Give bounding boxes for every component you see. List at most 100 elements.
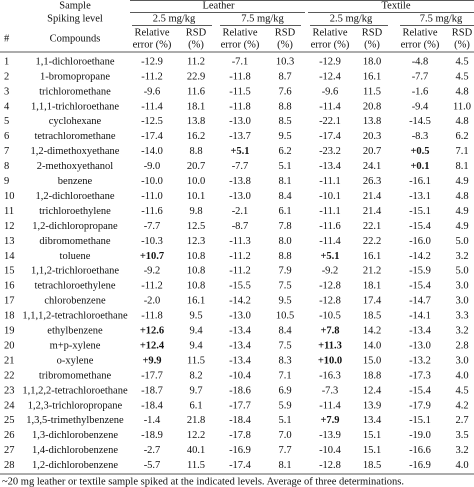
- cell: 21.4: [363, 206, 382, 217]
- compound: 1,1,2,2-tetrachloroethane: [22, 385, 128, 396]
- cell: -9.0: [144, 161, 161, 172]
- row-number: 10: [4, 191, 15, 202]
- cell: 8.5: [278, 116, 291, 127]
- cell: 22.9: [187, 71, 205, 82]
- cell: -17.8: [229, 430, 251, 441]
- compound: toluene: [60, 251, 91, 262]
- compound: 2-methoxyethanol: [37, 161, 113, 172]
- cell: -13.4: [319, 161, 342, 172]
- cell: -11.2: [229, 251, 250, 262]
- cell: 12.5: [187, 221, 205, 232]
- cell: 3.0: [455, 296, 468, 307]
- cell: 9.5: [278, 296, 291, 307]
- row-number: 4: [4, 101, 10, 112]
- cell: -13.4: [229, 340, 252, 351]
- cell: 5.1: [278, 161, 291, 172]
- cell: 9.4: [189, 340, 203, 351]
- group-label: Leather: [202, 0, 235, 11]
- row-number: 27: [4, 445, 15, 456]
- metric-label: (%): [364, 39, 380, 50]
- compound: 1,4-dichlorobenzene: [32, 445, 118, 456]
- cell: 20.3: [363, 131, 381, 142]
- metric-label: RSD: [275, 27, 296, 38]
- cell: 13.8: [363, 116, 381, 127]
- cell: +10.7: [140, 251, 164, 262]
- cell: -11.8: [141, 311, 162, 322]
- metric-label: Relative: [313, 27, 348, 38]
- cell: 10.8: [187, 251, 205, 262]
- row-number: 25: [4, 415, 15, 426]
- cell: -2.0: [144, 296, 161, 307]
- compound: chlorobenzene: [44, 296, 106, 307]
- cell: 8.1: [455, 161, 468, 172]
- cell: +11.3: [318, 340, 342, 351]
- cell: -11.8: [229, 101, 250, 112]
- row-number: 20: [4, 340, 15, 351]
- cell: 20.7: [187, 161, 205, 172]
- cell: 21.8: [187, 415, 205, 426]
- cell: 17.4: [363, 296, 382, 307]
- cell: -16.0: [409, 236, 431, 247]
- cell: -11.3: [229, 236, 250, 247]
- metric-label: Relative: [403, 27, 438, 38]
- compound: tribromomethane: [39, 370, 112, 381]
- cell: -7.7: [412, 71, 429, 82]
- cell: 4.5: [455, 385, 468, 396]
- compound: 1,2-dichlorobenzene: [32, 460, 118, 471]
- row-number: 19: [4, 326, 15, 337]
- cell: 13.9: [363, 400, 381, 411]
- cell: 10.8: [187, 281, 205, 292]
- cell: -12.4: [319, 71, 342, 82]
- cell: -18.4: [141, 400, 164, 411]
- cell: -17.7: [229, 400, 251, 411]
- cell: -1.6: [412, 86, 429, 97]
- level-label: 2.5 mg/kg: [330, 13, 373, 24]
- cell: 18.1: [363, 281, 381, 292]
- cell: 8.8: [278, 251, 291, 262]
- cell: 18.1: [187, 101, 205, 112]
- cell: 4.9: [455, 206, 468, 217]
- level-label: 7.5 mg/kg: [420, 13, 463, 24]
- cell: +5.1: [320, 251, 339, 262]
- cell: 14.2: [363, 326, 381, 337]
- cell: -15.9: [409, 266, 431, 277]
- row-number: 15: [4, 266, 15, 277]
- cell: 11.5: [187, 460, 205, 471]
- cell: -11.8: [229, 71, 250, 82]
- cell: -5.7: [144, 460, 161, 471]
- cell: -13.0: [409, 340, 431, 351]
- compound: 1,3,5-trimethylbenzene: [26, 415, 124, 426]
- cell: 12.2: [187, 430, 205, 441]
- cell: 14.0: [363, 340, 381, 351]
- metric-label: error (%): [133, 39, 172, 50]
- cell: -9.6: [322, 86, 339, 97]
- compound: o-xylene: [57, 355, 94, 366]
- cell: +12.6: [140, 326, 164, 337]
- cell: 4.9: [455, 176, 468, 187]
- compound: 1,2,3-trichloropropane: [28, 400, 123, 411]
- cell: -13.4: [409, 326, 432, 337]
- cell: 11.6: [187, 86, 205, 97]
- cell: -11.1: [319, 206, 340, 217]
- cell: 8.2: [189, 370, 202, 381]
- cell: 4.0: [455, 370, 468, 381]
- cell: +0.1: [410, 161, 429, 172]
- cell: -18.4: [229, 415, 252, 426]
- cell: -16.9: [409, 460, 431, 471]
- cell: 10.3: [276, 56, 294, 67]
- cell: -2.1: [232, 206, 249, 217]
- cell: 10.5: [276, 311, 294, 322]
- cell: -16.9: [229, 445, 251, 456]
- cell: -18.6: [229, 385, 251, 396]
- row-number: 11: [4, 206, 14, 217]
- cell: -12.5: [141, 116, 163, 127]
- cell: 16.1: [363, 251, 381, 262]
- cell: -7.1: [232, 56, 249, 67]
- cell: 16.1: [363, 71, 381, 82]
- row-number: 9: [4, 176, 9, 187]
- cell: +9.9: [142, 355, 161, 366]
- row-number: 26: [4, 430, 15, 441]
- cell: -10.1: [319, 191, 341, 202]
- cell: 7.6: [278, 86, 291, 97]
- metric-label: error (%): [401, 39, 440, 50]
